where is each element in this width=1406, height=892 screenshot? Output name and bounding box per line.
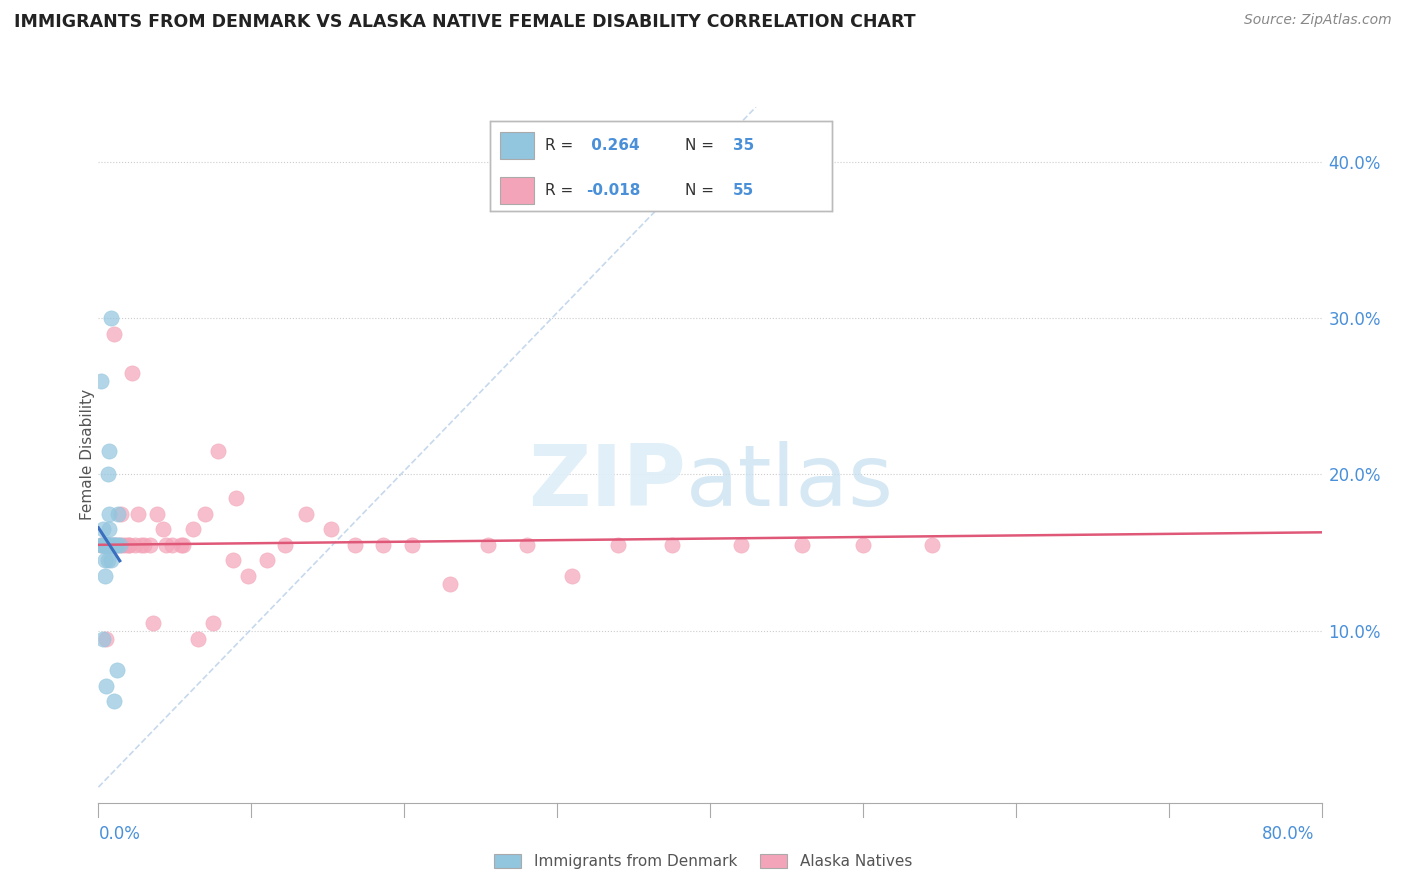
Point [439, 577, 461, 591]
Point [607, 538, 630, 552]
Point [98, 522, 121, 536]
Point [115, 538, 138, 552]
Point [319, 522, 342, 536]
Point [790, 538, 813, 552]
Point [103, 538, 125, 552]
Text: IMMIGRANTS FROM DENMARK VS ALASKA NATIVE FEMALE DISABILITY CORRELATION CHART: IMMIGRANTS FROM DENMARK VS ALASKA NATIVE… [14, 13, 915, 31]
Point [98, 444, 121, 458]
Point [91, 538, 114, 552]
Point [97, 538, 120, 552]
Point [111, 538, 134, 552]
Text: Source: ZipAtlas.com: Source: ZipAtlas.com [1244, 13, 1392, 28]
Point [155, 538, 177, 552]
Point [181, 522, 204, 536]
Point [105, 663, 128, 677]
Point [108, 538, 131, 552]
Point [127, 507, 149, 521]
Point [516, 538, 538, 552]
Point [97, 538, 120, 552]
Point [134, 538, 156, 552]
Point [172, 538, 194, 552]
Point [194, 507, 217, 521]
Point [561, 569, 583, 583]
Point [110, 507, 132, 521]
Point [91, 522, 114, 536]
Legend: Immigrants from Denmark, Alaska Natives: Immigrants from Denmark, Alaska Natives [488, 848, 918, 875]
Point [93, 538, 115, 552]
Point [100, 538, 122, 552]
Point [103, 326, 125, 341]
Point [295, 507, 318, 521]
Point [93, 553, 115, 567]
Point [98, 507, 121, 521]
Point [94, 679, 117, 693]
Text: ZIP: ZIP [527, 442, 686, 524]
Point [202, 615, 225, 630]
Point [477, 538, 499, 552]
Point [100, 553, 122, 567]
Point [94, 538, 117, 552]
Text: 80.0%: 80.0% [1263, 825, 1315, 843]
Point [100, 538, 122, 552]
Point [94, 538, 117, 552]
Point [371, 538, 394, 552]
Point [103, 694, 125, 708]
Point [100, 311, 122, 326]
Point [97, 538, 120, 552]
Point [129, 538, 152, 552]
Point [344, 538, 367, 552]
Point [98, 538, 121, 552]
Point [852, 538, 875, 552]
Point [121, 366, 143, 380]
Point [160, 538, 183, 552]
Point [118, 538, 141, 552]
Point [207, 444, 229, 458]
Point [94, 538, 117, 552]
Point [94, 538, 117, 552]
Point [118, 538, 141, 552]
Point [98, 538, 121, 552]
Point [730, 538, 752, 552]
Point [139, 538, 162, 552]
Point [90, 538, 112, 552]
Point [661, 538, 683, 552]
Point [274, 538, 297, 552]
Point [105, 538, 128, 552]
Point [91, 632, 114, 646]
Point [93, 538, 115, 552]
Text: atlas: atlas [686, 442, 894, 524]
Point [91, 538, 114, 552]
Point [170, 538, 193, 552]
Point [90, 538, 112, 552]
Point [124, 538, 146, 552]
Point [238, 569, 260, 583]
Text: 0.0%: 0.0% [98, 825, 141, 843]
Point [104, 538, 127, 552]
Point [103, 538, 125, 552]
Point [142, 615, 165, 630]
Point [401, 538, 423, 552]
Point [107, 507, 129, 521]
Point [145, 507, 167, 521]
Y-axis label: Female Disability: Female Disability [80, 389, 94, 521]
Point [93, 569, 115, 583]
Point [222, 553, 245, 567]
Point [91, 538, 114, 552]
Point [93, 538, 115, 552]
Point [94, 632, 117, 646]
Point [187, 632, 209, 646]
Point [101, 538, 124, 552]
Point [94, 538, 117, 552]
Point [90, 374, 112, 388]
Point [152, 522, 174, 536]
Point [921, 538, 943, 552]
Point [97, 553, 120, 567]
Point [97, 467, 120, 482]
Point [256, 553, 278, 567]
Point [108, 538, 131, 552]
Point [225, 491, 247, 505]
Point [105, 538, 128, 552]
Point [97, 538, 120, 552]
